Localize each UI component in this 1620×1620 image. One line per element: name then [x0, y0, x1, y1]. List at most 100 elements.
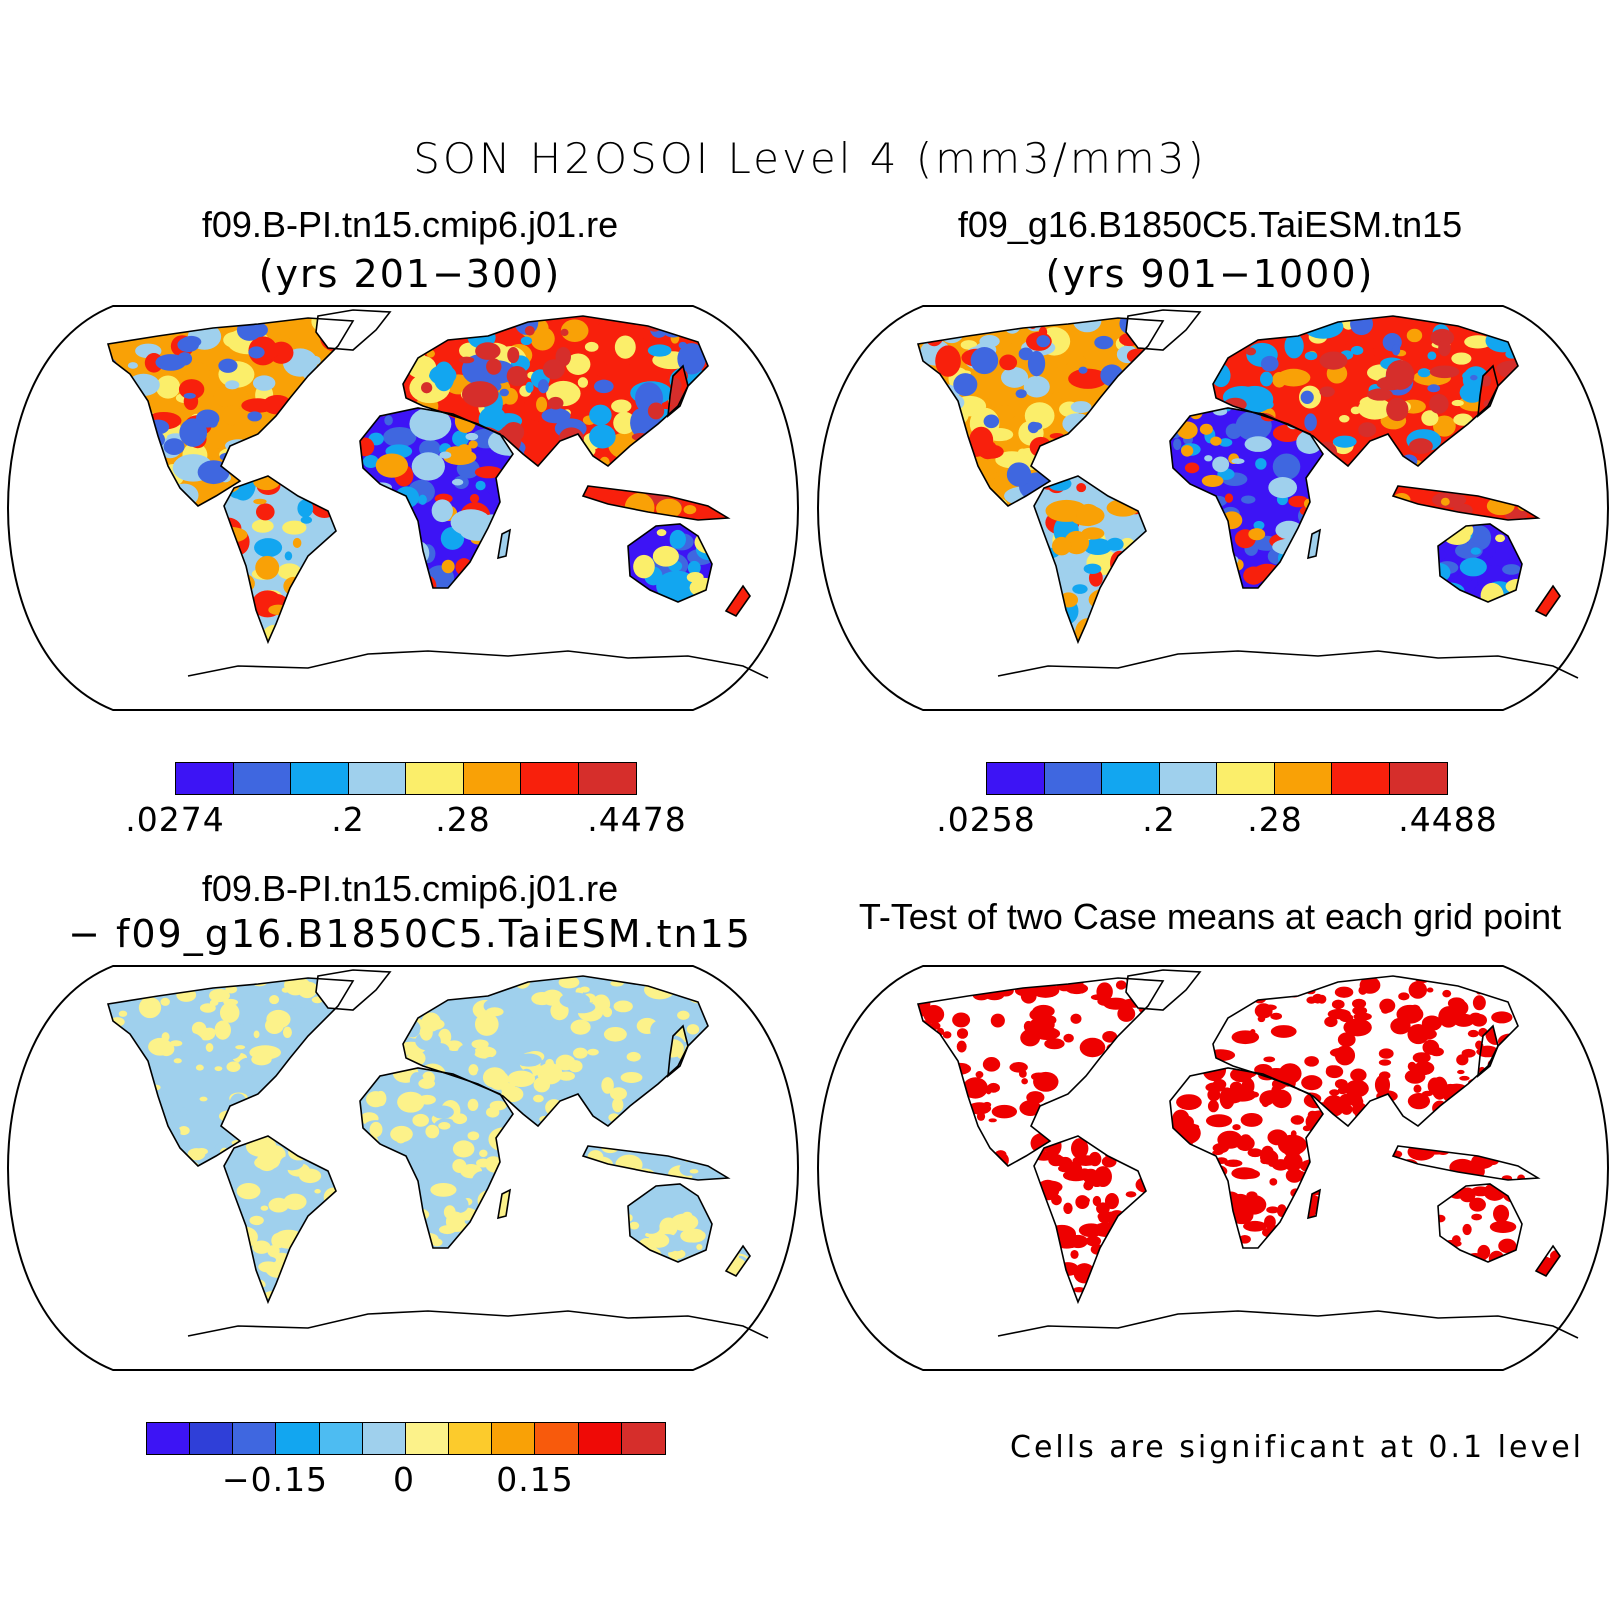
field-cell — [1264, 1215, 1276, 1229]
field-cell — [670, 1213, 699, 1232]
field-cell — [118, 1010, 128, 1017]
colorbar-swatch — [463, 763, 521, 794]
field-cell — [1240, 1112, 1263, 1127]
field-cell — [609, 1087, 627, 1101]
colorbar-swatch — [1217, 763, 1275, 794]
field-cell — [451, 478, 464, 486]
colorbar-swatch — [449, 1423, 493, 1454]
field-cell — [1334, 1078, 1348, 1089]
field-cell — [1470, 547, 1481, 555]
field-cell — [222, 405, 243, 426]
field-cell — [266, 1009, 291, 1029]
field-cell — [975, 1071, 984, 1079]
field-cell — [1212, 456, 1230, 473]
field-cell — [1288, 495, 1309, 508]
field-cell — [1334, 986, 1354, 998]
field-cell — [630, 408, 652, 438]
field-cell — [1427, 351, 1437, 360]
field-cell — [1472, 995, 1486, 1011]
field-cell — [1094, 335, 1114, 350]
field-cell — [620, 1071, 643, 1083]
field-cell — [255, 555, 280, 580]
field-cell — [988, 1118, 997, 1123]
field-cell — [611, 399, 632, 413]
field-cell — [1270, 1025, 1297, 1038]
field-cell — [468, 1064, 479, 1076]
field-cell — [1207, 1099, 1219, 1113]
field-cell — [300, 516, 313, 524]
field-cell — [271, 1059, 281, 1067]
field-cell — [469, 493, 480, 503]
colorbar-case1-tick: .2 — [331, 800, 365, 839]
field-cell — [1493, 1204, 1510, 1223]
field-cell — [479, 1149, 488, 1158]
field-cell — [1266, 1206, 1280, 1214]
land-samerica — [1034, 1136, 1146, 1302]
field-cell — [1438, 1214, 1446, 1223]
field-cell — [1248, 528, 1266, 541]
coastline-namerica — [916, 977, 1165, 1167]
field-cell — [659, 1217, 678, 1237]
field-cell — [956, 1040, 967, 1053]
field-cell — [269, 994, 280, 1005]
coastline-namerica — [916, 317, 1165, 507]
field-cell — [686, 1024, 700, 1035]
field-cell — [1050, 391, 1062, 404]
field-cell — [1263, 1056, 1276, 1063]
field-cell — [160, 997, 170, 1006]
field-cell — [173, 1058, 182, 1064]
field-cell — [613, 411, 636, 435]
colorbar-swatch — [233, 1423, 277, 1454]
field-cell — [1442, 989, 1452, 998]
coastline-namerica — [106, 317, 355, 507]
field-cell — [1302, 1125, 1312, 1132]
field-cell — [1224, 1159, 1243, 1167]
field-cell — [1489, 1220, 1517, 1234]
colorbar-swatch — [1044, 763, 1102, 794]
field-cell — [1496, 360, 1518, 378]
coastline-antarctica — [187, 650, 769, 679]
field-cell — [418, 494, 427, 505]
ttest-significance-note: Cells are significant at 0.1 level — [1010, 1430, 1585, 1465]
field-cell — [1467, 1029, 1479, 1038]
field-cell — [411, 452, 445, 481]
field-cell — [271, 1232, 286, 1249]
field-cell — [1348, 1093, 1363, 1107]
field-cell — [1304, 1056, 1319, 1067]
field-cell — [163, 438, 185, 455]
field-cell — [1350, 1086, 1361, 1096]
field-cell — [689, 1169, 699, 1174]
field-cell — [970, 347, 999, 375]
field-cell — [1075, 1195, 1090, 1210]
field-cell — [656, 498, 682, 519]
field-cell — [1480, 582, 1504, 602]
field-cell — [1212, 1150, 1224, 1156]
field-cell — [601, 1077, 614, 1094]
field-cell — [1339, 414, 1350, 423]
map-border — [6, 965, 800, 1371]
field-cell — [236, 1182, 261, 1200]
coastline-antarctica — [187, 1310, 769, 1339]
field-cell — [267, 1245, 280, 1257]
field-cell — [450, 1196, 469, 1213]
field-cell — [375, 453, 408, 478]
field-cell — [1072, 584, 1088, 594]
field-cell — [1044, 1015, 1057, 1025]
field-cell — [1451, 1000, 1469, 1016]
field-cell — [1125, 1191, 1137, 1198]
coastline-indonesia — [581, 1145, 731, 1181]
field-cell — [611, 1027, 624, 1035]
coastline-samerica — [223, 1135, 337, 1305]
panel-case2-title: f09_g16.B1850C5.TaiESM.tn15 — [957, 204, 1463, 245]
field-cell — [1429, 393, 1449, 414]
field-cell — [1283, 1152, 1303, 1172]
field-cell — [127, 362, 138, 369]
field-cell — [1176, 1094, 1202, 1110]
field-cell — [431, 499, 453, 523]
field-cell — [443, 1205, 456, 1220]
field-cell — [520, 336, 533, 346]
field-cell — [680, 1229, 701, 1243]
field-cell — [1459, 1075, 1470, 1081]
field-cell — [1319, 386, 1335, 398]
field-cell — [1029, 422, 1043, 431]
